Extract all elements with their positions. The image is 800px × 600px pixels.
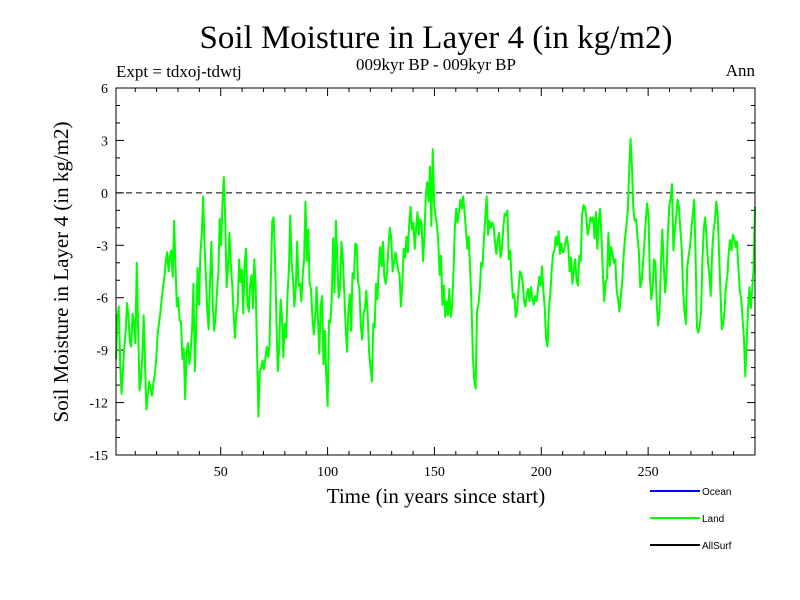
y-tick-label: 0: [101, 187, 108, 202]
legend-label-land: Land: [702, 514, 724, 525]
x-tick-label: 100: [317, 465, 338, 480]
x-tick-label: 250: [638, 465, 659, 480]
legend-label-ocean: Ocean: [702, 487, 731, 498]
period-label: Ann: [726, 61, 756, 80]
x-axis-label: Time (in years since start): [327, 484, 546, 508]
series-line-land: [115, 137, 756, 418]
x-tick-label: 150: [424, 465, 445, 480]
y-tick-label: -6: [96, 292, 108, 307]
y-tick-label: -3: [96, 239, 108, 254]
legend: Ocean Land AllSurf: [650, 487, 732, 552]
chart-title: Soil Moisture in Layer 4 (in kg/m2): [200, 20, 673, 56]
x-axis-ticks: 50 100 150 200 250: [134, 88, 735, 480]
chart-subtitle: 009kyr BP - 009kyr BP: [356, 55, 516, 74]
legend-label-allsurf: AllSurf: [702, 541, 732, 552]
plot-area-frame: [115, 87, 756, 456]
y-tick-label: -15: [89, 449, 108, 464]
y-tick-label: 3: [101, 134, 108, 149]
y-tick-label: -12: [89, 397, 108, 412]
x-tick-label: 200: [531, 465, 552, 480]
y-axis-label: Soil Moisture in Layer 4 (in kg/m2): [49, 122, 73, 423]
experiment-label: Expt = tdxoj-tdwtj: [116, 62, 242, 81]
x-tick-label: 50: [214, 465, 228, 480]
y-tick-label: -9: [96, 344, 108, 359]
y-tick-label: 6: [101, 82, 108, 97]
